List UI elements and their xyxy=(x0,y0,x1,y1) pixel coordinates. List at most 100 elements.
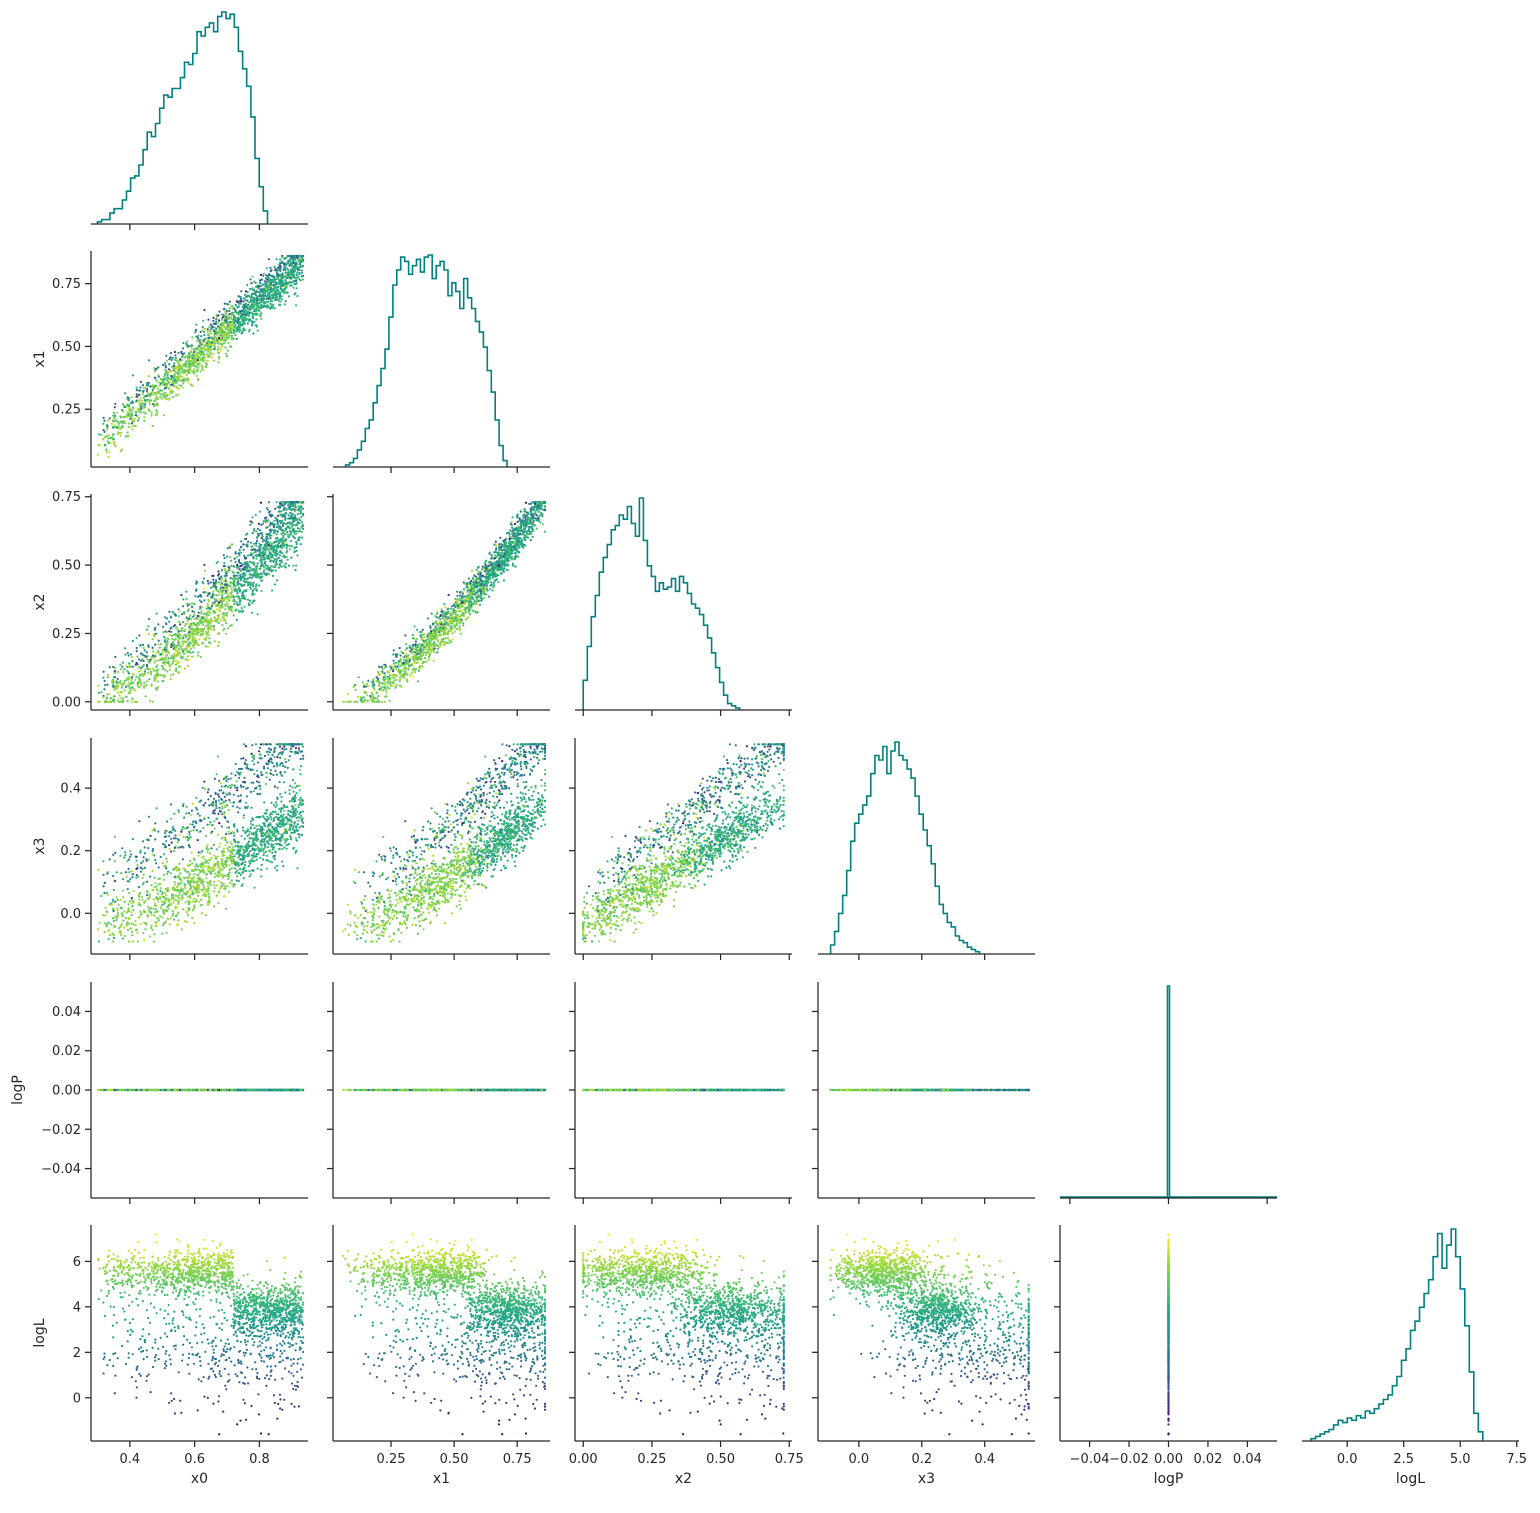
scatter-point xyxy=(215,337,217,339)
scatter-point xyxy=(215,328,217,330)
scatter-point xyxy=(232,308,234,310)
scatter-point xyxy=(280,288,282,290)
scatter-point xyxy=(278,299,280,301)
scatter-point xyxy=(143,647,145,649)
scatter-point xyxy=(276,299,278,301)
scatter-point xyxy=(166,383,168,385)
scatter-point xyxy=(182,387,184,389)
scatter-point xyxy=(302,514,304,516)
scatter-point xyxy=(171,359,173,361)
scatter-point xyxy=(285,272,287,274)
scatter-point xyxy=(259,546,261,548)
scatter-point xyxy=(283,501,285,503)
scatter-point xyxy=(250,569,252,571)
scatter-point xyxy=(133,419,135,421)
scatter-point xyxy=(198,349,200,351)
scatter-point xyxy=(227,350,229,352)
scatter-point xyxy=(151,638,153,640)
scatter-point xyxy=(182,598,184,600)
scatter-point xyxy=(221,597,223,599)
scatter-point xyxy=(187,655,189,657)
scatter-point xyxy=(128,426,130,428)
scatter-point xyxy=(201,606,203,608)
scatter-point xyxy=(237,583,239,585)
scatter-point xyxy=(229,345,231,347)
scatter-point xyxy=(236,592,238,594)
scatter-point xyxy=(112,699,114,701)
scatter-point xyxy=(224,565,226,567)
scatter-point xyxy=(225,336,227,338)
scatter-point xyxy=(263,520,265,522)
scatter-point xyxy=(171,663,173,665)
scatter-point xyxy=(188,363,190,365)
scatter-point xyxy=(195,366,197,368)
panel-x0-vs-x0 xyxy=(91,12,308,230)
scatter-point xyxy=(378,666,380,668)
scatter-point xyxy=(150,394,152,396)
scatter-point xyxy=(161,658,163,660)
scatter-point xyxy=(127,431,129,433)
scatter-point xyxy=(400,658,402,660)
scatter-point xyxy=(273,266,275,268)
scatter-point xyxy=(174,624,176,626)
scatter-point xyxy=(273,545,275,547)
scatter-point xyxy=(132,428,134,430)
scatter-point xyxy=(217,604,219,606)
scatter-point xyxy=(357,696,359,698)
scatter-point xyxy=(296,554,298,556)
scatter-point xyxy=(284,291,286,293)
scatter-point xyxy=(274,307,276,309)
scatter-point xyxy=(397,663,399,665)
scatter-point xyxy=(189,616,191,618)
scatter-point xyxy=(220,580,222,582)
scatter-point xyxy=(120,668,122,670)
scatter-point xyxy=(200,612,202,614)
scatter-point xyxy=(155,409,157,411)
scatter-point xyxy=(217,351,219,353)
scatter-point xyxy=(113,420,115,422)
scatter-point xyxy=(149,410,151,412)
scatter-point xyxy=(187,355,189,357)
scatter-point xyxy=(166,670,168,672)
scatter-point xyxy=(243,590,245,592)
scatter-point xyxy=(258,295,260,297)
scatter-point xyxy=(154,675,156,677)
scatter-point xyxy=(177,366,179,368)
scatter-point xyxy=(287,559,289,561)
scatter-point xyxy=(164,639,166,641)
scatter-point xyxy=(228,607,230,609)
scatter-point xyxy=(182,605,184,607)
scatter-point xyxy=(207,351,209,353)
scatter-point xyxy=(126,670,128,672)
scatter-point xyxy=(287,263,289,265)
scatter-point xyxy=(250,307,252,309)
scatter-point xyxy=(197,651,199,653)
scatter-point xyxy=(236,556,238,558)
scatter-point xyxy=(231,587,233,589)
scatter-point xyxy=(257,528,259,530)
scatter-point xyxy=(283,263,285,265)
scatter-point xyxy=(114,403,116,405)
scatter-point xyxy=(213,348,215,350)
scatter-point xyxy=(539,521,541,523)
scatter-point xyxy=(261,535,263,537)
scatter-point xyxy=(171,635,173,637)
panel-x2-vs-x1 xyxy=(327,494,550,716)
scatter-point xyxy=(224,586,226,588)
scatter-point xyxy=(294,280,296,282)
scatter-point xyxy=(188,608,190,610)
scatter-point xyxy=(262,275,264,277)
scatter-point xyxy=(203,588,205,590)
scatter-point xyxy=(256,590,258,592)
scatter-point xyxy=(157,669,159,671)
scatter-point xyxy=(270,291,272,293)
scatter-point xyxy=(197,364,199,366)
scatter-point xyxy=(409,674,411,676)
scatter-point xyxy=(238,302,240,304)
scatter-point xyxy=(266,281,268,283)
scatter-point xyxy=(178,651,180,653)
scatter-point xyxy=(184,668,186,670)
scatter-point xyxy=(150,385,152,387)
scatter-point xyxy=(275,549,277,551)
scatter-point xyxy=(136,400,138,402)
